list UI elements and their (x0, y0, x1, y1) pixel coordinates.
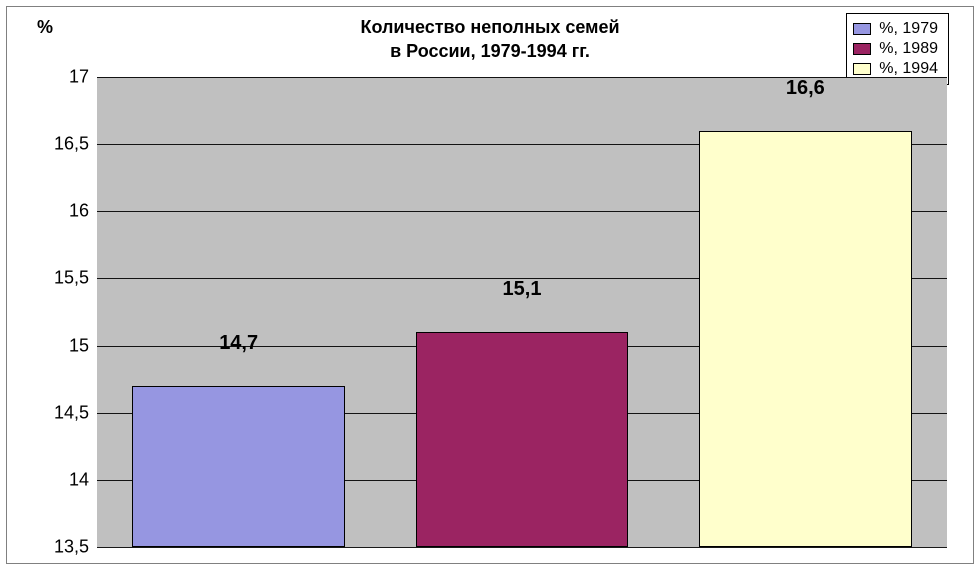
y-tick-label: 16,5 (54, 134, 89, 155)
legend-item: %, 1989 (853, 40, 938, 58)
y-tick-label: 17 (69, 67, 89, 88)
bar (699, 131, 912, 547)
chart-title-line2: в России, 1979-1994 гг. (390, 41, 590, 61)
bar-value-label: 16,6 (786, 77, 825, 104)
legend-swatch-icon (853, 23, 871, 35)
bar-value-label: 14,7 (219, 332, 258, 359)
plot-area: 13,5 14 14,5 15 15,5 16 16,5 17 14,7 15,… (97, 77, 947, 547)
bar (132, 386, 345, 547)
bar-value-label: 15,1 (503, 278, 542, 305)
bar (416, 332, 629, 547)
legend-swatch-icon (853, 43, 871, 55)
legend-item: %, 1979 (853, 20, 938, 38)
gridline (97, 547, 947, 548)
legend-item: %, 1994 (853, 60, 938, 78)
legend-label: %, 1979 (879, 20, 938, 38)
y-tick-label: 16 (69, 201, 89, 222)
legend-label: %, 1994 (879, 60, 938, 78)
y-tick-label: 13,5 (54, 537, 89, 558)
chart-title: Количество неполных семей в России, 1979… (360, 15, 619, 64)
legend: %, 1979 %, 1989 %, 1994 (846, 13, 949, 85)
legend-label: %, 1989 (879, 40, 938, 58)
legend-swatch-icon (853, 63, 871, 75)
y-tick-label: 15,5 (54, 268, 89, 289)
y-tick-label: 14,5 (54, 402, 89, 423)
chart-container: % Количество неполных семей в России, 19… (6, 6, 974, 564)
y-tick-label: 14 (69, 469, 89, 490)
y-tick-label: 15 (69, 335, 89, 356)
y-axis-label: % (37, 17, 53, 38)
chart-title-line1: Количество неполных семей (360, 17, 619, 37)
